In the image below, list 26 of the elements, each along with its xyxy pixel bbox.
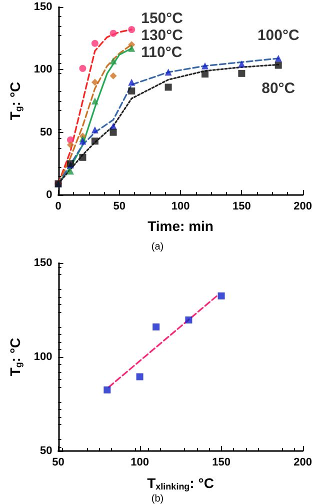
series-label: 110°C <box>141 44 182 62</box>
x-tick-label: 150 <box>212 456 230 468</box>
x-tick-label: 100 <box>171 200 190 212</box>
x-tick-label: 150 <box>232 200 251 212</box>
series-label: 100°C <box>257 26 300 44</box>
x-tick-label: 50 <box>52 456 64 468</box>
text: (b) <box>151 494 164 504</box>
x-tick-label: 100 <box>130 456 149 468</box>
y-tick-label: 150 <box>34 257 52 269</box>
y-tick-label: 100 <box>34 64 52 76</box>
series-label: 80°C <box>262 80 296 97</box>
x-axis-title: Time: min <box>148 218 214 234</box>
x-tick-label: 50 <box>113 200 126 212</box>
series-label: 130°C <box>141 27 184 44</box>
y-axis-title: Tg: °C <box>7 82 24 120</box>
y-tick-label: 150 <box>34 1 52 13</box>
y-tick-label: 50 <box>40 126 52 138</box>
x-tick-label: 0 <box>55 200 62 212</box>
y-tick-label: 50 <box>40 445 52 457</box>
y-tick-label: 100 <box>34 351 52 363</box>
y-tick-label: 0 <box>46 189 52 201</box>
series-label: 150°C <box>141 10 184 28</box>
x-tick-label: 200 <box>294 200 312 212</box>
x-tick-label: 200 <box>294 456 312 468</box>
text: (a) <box>151 242 164 252</box>
y-axis-title: Tg: °C <box>7 338 24 376</box>
